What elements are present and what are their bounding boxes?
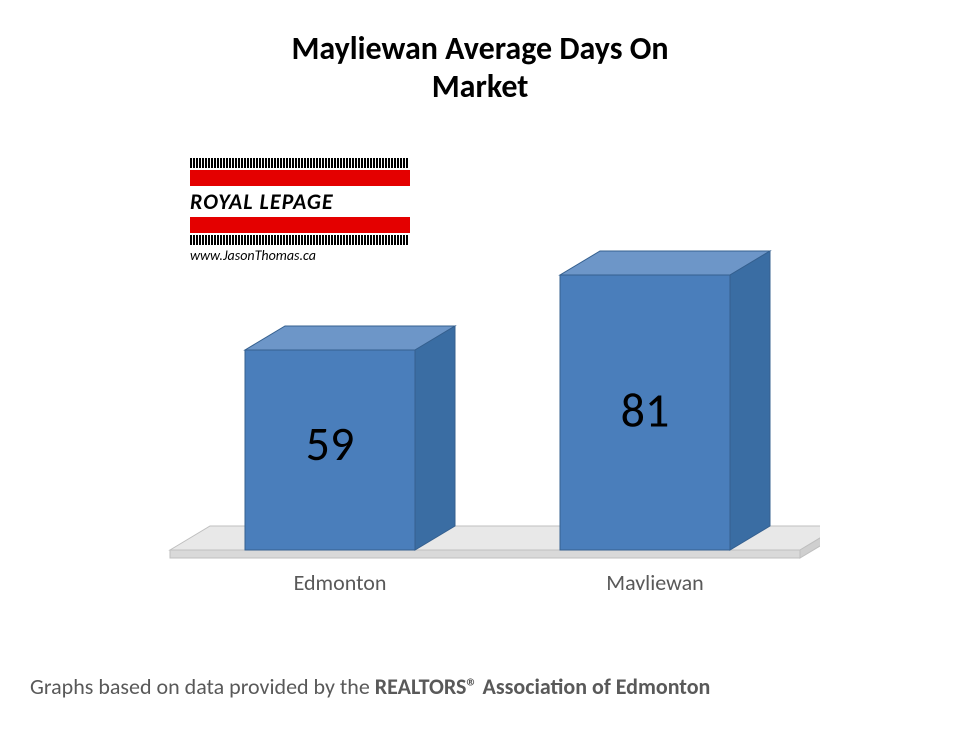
chart-title: Mayliewan Average Days On Market <box>0 30 960 107</box>
chart-svg: 59 Edmonton 81 Mayliewan <box>140 230 820 590</box>
logo-red-bar-top <box>190 170 410 186</box>
chart-area: 59 Edmonton 81 Mayliewan <box>140 230 820 590</box>
svg-text:81: 81 <box>621 380 670 439</box>
svg-text:Mayliewan: Mayliewan <box>606 569 703 590</box>
chart-title-line2: Market <box>0 68 960 106</box>
footer-prefix: Graphs based on data provided by the <box>30 673 375 700</box>
footer-bold: REALTORS® Association of Edmonton <box>375 673 711 700</box>
svg-text:59: 59 <box>306 414 355 473</box>
footer-text: Graphs based on data provided by the REA… <box>30 673 710 700</box>
logo-brand-text: ROYAL LEPAGE <box>190 188 410 215</box>
svg-text:Edmonton: Edmonton <box>294 569 387 590</box>
logo-barcode-top <box>190 158 410 168</box>
chart-title-line1: Mayliewan Average Days On <box>0 30 960 68</box>
